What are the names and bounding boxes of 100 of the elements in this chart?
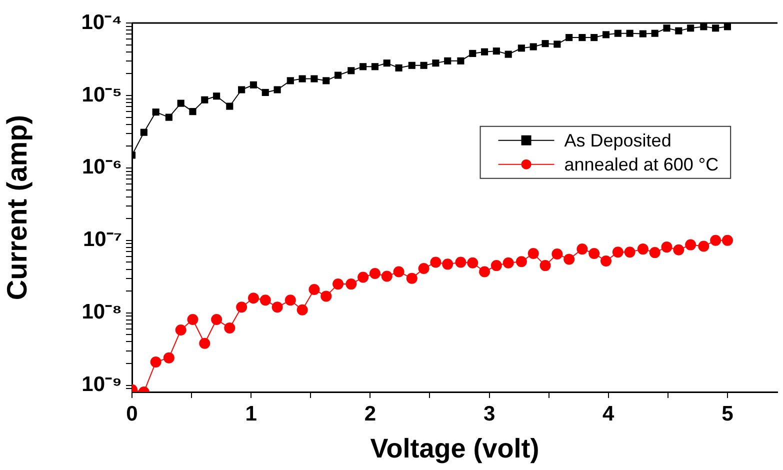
- point: [685, 239, 696, 250]
- x-tick-label: 0: [126, 402, 138, 426]
- point: [274, 86, 281, 94]
- point: [284, 294, 296, 306]
- legend-label: annealed at 600 °C: [564, 154, 719, 174]
- point: [334, 72, 342, 79]
- point: [286, 77, 294, 84]
- y-tick-label: 10⁻⁶: [82, 156, 122, 179]
- point: [369, 268, 380, 279]
- point: [226, 102, 234, 110]
- point: [296, 304, 308, 316]
- point: [675, 27, 682, 34]
- point: [651, 30, 658, 37]
- point: [530, 43, 537, 50]
- point: [395, 64, 402, 72]
- point: [406, 272, 418, 284]
- point: [165, 114, 172, 121]
- point: [612, 246, 624, 258]
- point: [698, 240, 710, 252]
- point: [457, 57, 464, 64]
- point: [199, 338, 210, 349]
- point: [408, 62, 416, 69]
- point: [152, 108, 160, 116]
- point: [177, 100, 184, 107]
- point: [175, 324, 186, 336]
- point: [673, 244, 684, 256]
- point: [262, 88, 269, 96]
- point: [590, 34, 598, 42]
- point: [602, 31, 610, 38]
- point: [150, 356, 162, 368]
- point: [710, 234, 722, 246]
- point: [163, 352, 174, 364]
- point: [661, 242, 672, 253]
- point: [430, 256, 442, 268]
- point: [518, 44, 525, 52]
- y-tick-label: 10⁻⁴: [81, 10, 122, 34]
- point: [248, 292, 259, 304]
- point: [639, 30, 646, 38]
- point: [320, 290, 332, 302]
- point: [346, 278, 357, 290]
- point: [490, 260, 502, 272]
- point: [564, 254, 575, 265]
- legend-label: As Deposited: [564, 130, 672, 150]
- point: [348, 67, 355, 74]
- point: [687, 24, 694, 32]
- point: [420, 62, 428, 69]
- point: [455, 256, 466, 268]
- point: [310, 75, 318, 82]
- x-tick-label: 1: [245, 402, 258, 426]
- point: [332, 278, 344, 290]
- x-tick-label: 4: [602, 402, 615, 426]
- point: [211, 314, 222, 326]
- point: [578, 34, 586, 42]
- point: [552, 248, 563, 260]
- point: [371, 63, 378, 70]
- point: [322, 77, 330, 84]
- point: [393, 266, 404, 278]
- point: [722, 234, 733, 246]
- point: [272, 302, 283, 313]
- point: [576, 244, 588, 255]
- y-axis-title: Current (amp): [2, 114, 33, 300]
- point: [201, 96, 208, 104]
- point: [542, 40, 549, 48]
- point: [637, 244, 648, 255]
- point: [140, 128, 148, 136]
- x-tick-label: 3: [483, 402, 496, 426]
- point: [213, 92, 220, 100]
- point: [308, 284, 320, 296]
- point: [566, 34, 573, 42]
- point: [554, 40, 561, 48]
- point: [444, 57, 452, 64]
- point: [381, 270, 392, 282]
- point: [649, 247, 660, 258]
- point: [189, 108, 196, 116]
- point: [467, 257, 478, 268]
- point: [383, 60, 390, 67]
- point: [492, 48, 500, 55]
- point: [502, 257, 514, 268]
- point: [360, 63, 367, 70]
- point: [418, 262, 430, 274]
- x-tick-label: 5: [722, 402, 734, 426]
- point: [504, 50, 512, 58]
- point: [260, 294, 271, 306]
- point: [540, 260, 551, 272]
- x-axis-title: Voltage (volt): [370, 433, 540, 464]
- x-tick-label: 2: [364, 402, 376, 426]
- point: [238, 86, 246, 94]
- point: [298, 75, 306, 82]
- point: [479, 266, 490, 278]
- point: [663, 24, 670, 32]
- point: [516, 256, 527, 268]
- point: [432, 60, 440, 67]
- point: [236, 302, 248, 313]
- point: [442, 258, 454, 270]
- point: [358, 272, 369, 283]
- point: [588, 248, 600, 259]
- point: [480, 48, 488, 56]
- y-tick-label: 10⁻⁸: [82, 300, 122, 324]
- y-tick-label: 10⁻⁵: [82, 83, 122, 106]
- point: [626, 30, 634, 37]
